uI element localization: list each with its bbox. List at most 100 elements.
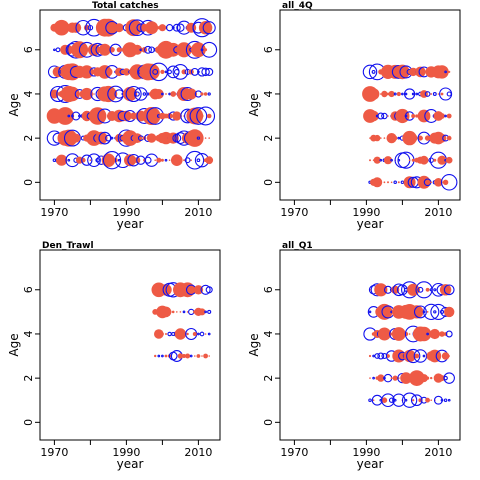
negative-residual-bubble <box>200 92 204 96</box>
positive-residual-bubble <box>445 330 453 338</box>
x-tick-label: 2010 <box>424 446 452 459</box>
negative-residual-bubble <box>390 181 393 184</box>
positive-residual-bubble <box>426 332 429 336</box>
y-tick-label: 4 <box>262 90 275 97</box>
negative-residual-bubble <box>159 112 166 120</box>
negative-residual-bubble <box>430 376 433 380</box>
positive-residual-bubble <box>182 310 186 314</box>
negative-residual-bubble <box>171 154 183 166</box>
positive-residual-bubble <box>152 68 159 75</box>
negative-residual-bubble <box>208 137 210 139</box>
y-axis-label: Age <box>7 93 21 116</box>
y-tick-label: 6 <box>262 286 275 293</box>
negative-residual-bubble <box>372 399 375 402</box>
negative-residual-bubble <box>160 69 165 74</box>
negative-residual-bubble <box>156 157 162 163</box>
positive-residual-bubble <box>161 354 164 358</box>
positive-residual-bubble <box>81 154 93 166</box>
negative-residual-bubble <box>56 154 68 166</box>
negative-residual-bubble <box>142 107 161 125</box>
x-tick-label: 1970 <box>40 206 68 219</box>
negative-residual-bubble <box>206 113 212 119</box>
positive-residual-bubble <box>205 286 213 294</box>
negative-residual-bubble <box>448 70 451 73</box>
positive-residual-bubble <box>368 310 372 314</box>
y-tick-label: 4 <box>22 330 35 337</box>
negative-residual-bubble <box>387 181 389 184</box>
positive-residual-bubble <box>388 397 395 403</box>
negative-residual-bubble <box>172 111 182 121</box>
positive-residual-bubble <box>393 398 397 402</box>
negative-residual-bubble <box>395 64 410 80</box>
negative-residual-bubble <box>121 110 132 122</box>
negative-residual-bubble <box>398 377 400 379</box>
negative-residual-bubble <box>429 328 440 340</box>
negative-residual-bubble <box>415 114 419 118</box>
positive-residual-bubble <box>390 158 393 162</box>
positive-residual-bubble <box>397 136 401 140</box>
positive-residual-bubble <box>422 354 426 358</box>
negative-residual-bubble <box>205 156 214 165</box>
positive-residual-bubble <box>87 153 101 168</box>
positive-residual-bubble <box>52 158 57 162</box>
x-tick-label: 1990 <box>112 206 140 219</box>
positive-residual-bubble <box>393 92 397 96</box>
positive-residual-bubble <box>78 114 82 118</box>
positive-residual-bubble <box>446 91 452 97</box>
plot-frame <box>39 9 221 201</box>
negative-residual-bubble <box>446 113 452 119</box>
negative-residual-bubble <box>426 159 429 161</box>
negative-residual-bubble <box>383 181 386 184</box>
positive-residual-bubble <box>401 392 418 408</box>
positive-residual-bubble <box>167 69 172 75</box>
negative-residual-bubble <box>440 92 444 96</box>
negative-residual-bubble <box>182 354 186 358</box>
negative-residual-bubble <box>400 372 412 384</box>
negative-residual-bubble <box>391 327 406 341</box>
negative-residual-bubble <box>420 90 428 98</box>
residual-bubbles <box>363 281 455 408</box>
positive-residual-bubble <box>207 92 211 96</box>
negative-residual-bubble <box>386 133 397 144</box>
negative-residual-bubble <box>165 93 167 95</box>
positive-residual-bubble <box>443 398 448 402</box>
positive-residual-bubble <box>189 354 193 358</box>
negative-residual-bubble <box>437 355 440 357</box>
negative-residual-bubble <box>122 42 138 58</box>
positive-residual-bubble <box>168 92 171 96</box>
negative-residual-bubble <box>204 137 207 139</box>
negative-residual-bubble <box>204 333 207 335</box>
negative-residual-bubble <box>89 159 92 161</box>
negative-residual-bubble <box>415 66 426 78</box>
negative-residual-bubble <box>93 93 95 95</box>
negative-residual-bubble <box>191 42 206 58</box>
positive-residual-bubble <box>102 151 122 170</box>
negative-residual-bubble <box>403 331 409 337</box>
panel-2: all_4Q 1970 1990 2010 0 2 4 6 year Age <box>247 1 461 231</box>
positive-residual-bubble <box>110 136 114 140</box>
negative-residual-bubble <box>182 332 186 336</box>
negative-residual-bubble <box>408 333 411 335</box>
positive-residual-bubble <box>164 158 168 162</box>
positive-residual-bubble <box>205 67 214 76</box>
residual-bubbles <box>151 282 213 362</box>
y-tick-label: 0 <box>262 179 275 186</box>
y-tick-label: 0 <box>262 419 275 426</box>
negative-residual-bubble <box>442 179 449 185</box>
positive-residual-bubble <box>172 23 181 32</box>
positive-residual-bubble <box>372 354 375 358</box>
y-axis-label: Age <box>247 93 261 116</box>
negative-residual-bubble <box>409 67 418 77</box>
negative-residual-bubble <box>198 308 206 316</box>
negative-residual-bubble <box>203 92 208 96</box>
negative-residual-bubble <box>411 114 416 118</box>
positive-residual-bubble <box>71 111 81 121</box>
negative-residual-bubble <box>167 310 172 314</box>
negative-residual-bubble <box>176 311 178 313</box>
x-tick-label: 1970 <box>40 446 68 459</box>
positive-residual-bubble <box>404 92 408 96</box>
positive-residual-bubble <box>142 92 147 96</box>
y-tick-label: 6 <box>22 46 35 53</box>
negative-residual-bubble <box>71 133 81 143</box>
negative-residual-bubble <box>403 349 416 363</box>
